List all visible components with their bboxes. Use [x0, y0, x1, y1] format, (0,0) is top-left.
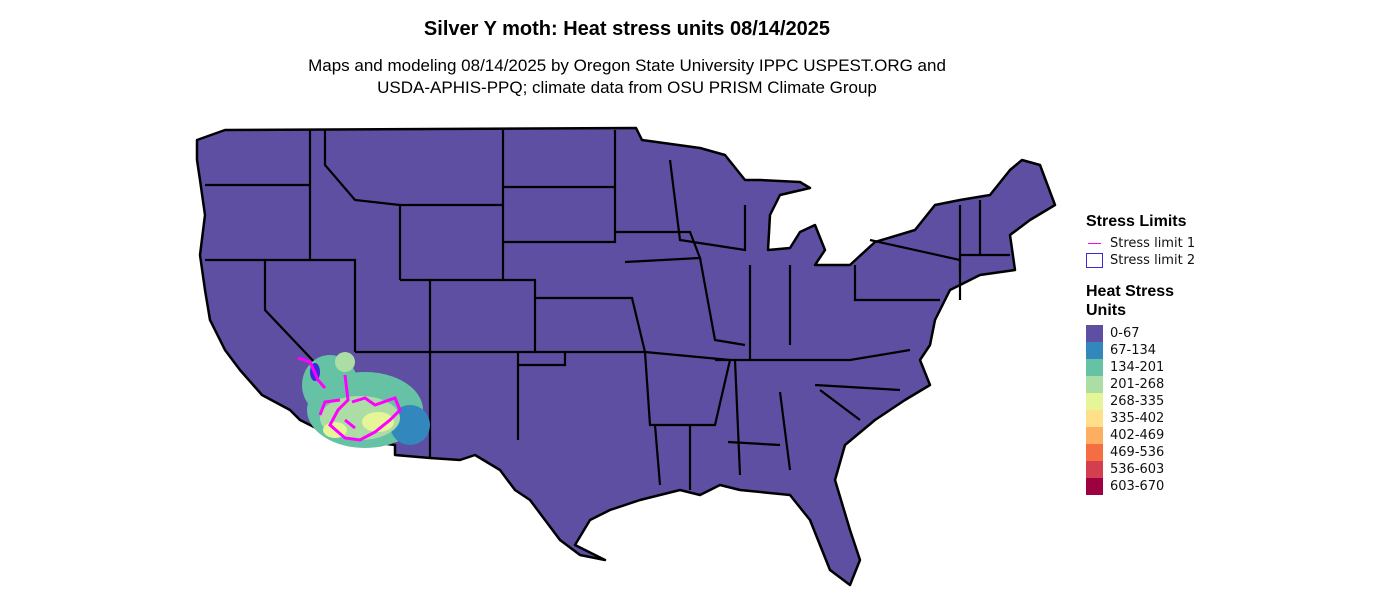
legend-class-4: 268-335	[1086, 393, 1195, 410]
color-swatch	[1086, 461, 1103, 478]
heat-units-title-line-2: Units	[1086, 302, 1126, 319]
legend-label: Stress limit 2	[1110, 253, 1196, 268]
legend-class-label: 201-268	[1110, 377, 1165, 392]
color-swatch	[1086, 427, 1103, 444]
stress-limits-title: Stress Limits	[1086, 213, 1187, 230]
legend-class-label: 268-335	[1110, 394, 1165, 409]
color-swatch	[1086, 359, 1103, 376]
legend-class-label: 536-603	[1110, 462, 1165, 477]
legend: Stress Limits Stress limit 1 Stress limi…	[1086, 212, 1195, 495]
legend-item-stress-limit-2: Stress limit 2	[1086, 252, 1195, 269]
color-swatch	[1086, 444, 1103, 461]
color-swatch	[1086, 376, 1103, 393]
magenta-line-icon	[1086, 236, 1103, 251]
legend-class-8: 536-603	[1086, 461, 1195, 478]
legend-class-label: 134-201	[1110, 360, 1165, 375]
legend-class-label: 603-670	[1110, 479, 1165, 494]
legend-class-label: 402-469	[1110, 428, 1165, 443]
legend-class-5: 335-402	[1086, 410, 1195, 427]
map-subtitle: Maps and modeling 08/14/2025 by Oregon S…	[0, 55, 1254, 99]
color-swatch	[1086, 393, 1103, 410]
color-swatch	[1086, 478, 1103, 495]
legend-class-0: 0-67	[1086, 325, 1195, 342]
color-swatch	[1086, 410, 1103, 427]
blue-box-icon	[1086, 253, 1103, 268]
state-borders	[205, 130, 1010, 490]
legend-class-label: 469-536	[1110, 445, 1165, 460]
heat-classes: 0-67 67-134 134-201 201-268 268-335 335-402 40…	[1086, 325, 1195, 495]
color-swatch	[1086, 342, 1103, 359]
subtitle-line-2: USDA-APHIS-PPQ; climate data from OSU PR…	[377, 78, 877, 97]
color-swatch	[1086, 325, 1103, 342]
legend-class-1: 67-134	[1086, 342, 1195, 359]
legend-class-label: 335-402	[1110, 411, 1165, 426]
stress-limit-1-contours	[297, 356, 402, 442]
legend-class-label: 0-67	[1110, 326, 1140, 341]
legend-class-7: 469-536	[1086, 444, 1195, 461]
subtitle-line-1: Maps and modeling 08/14/2025 by Oregon S…	[308, 56, 946, 75]
legend-class-6: 402-469	[1086, 427, 1195, 444]
map-title: Silver Y moth: Heat stress units 08/14/2…	[423, 18, 831, 40]
legend-label: Stress limit 1	[1110, 236, 1196, 251]
legend-item-stress-limit-1: Stress limit 1	[1086, 235, 1195, 252]
legend-class-label: 67-134	[1110, 343, 1157, 358]
legend-class-9: 603-670	[1086, 478, 1195, 495]
legend-class-2: 134-201	[1086, 359, 1195, 376]
heat-units-title-line-1: Heat Stress	[1086, 283, 1175, 300]
legend-class-3: 201-268	[1086, 376, 1195, 393]
